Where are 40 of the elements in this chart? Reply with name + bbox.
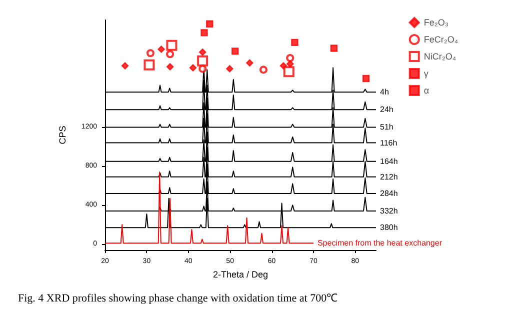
point <box>198 48 206 56</box>
legend-label: γ <box>424 68 429 78</box>
point <box>200 29 208 36</box>
series-label: 164h <box>380 156 398 166</box>
legend-label: FeCr₂O₄ <box>424 34 458 44</box>
legend-label: Fe₂O₃ <box>424 18 449 28</box>
legend-label: α <box>424 86 430 96</box>
point <box>226 65 234 72</box>
point <box>146 49 154 58</box>
legend-label: NiCr₂O₄ <box>424 52 456 62</box>
series-label: Specimen from the heat exchanger <box>317 238 442 248</box>
caption: Fig. 4 XRD profiles showing phase change with oxidation time at 700℃ <box>18 292 338 304</box>
point <box>291 38 298 46</box>
series-label: 380h <box>380 223 398 232</box>
series-label: 332h <box>380 206 398 216</box>
point <box>166 50 174 58</box>
series-label: 24h <box>380 105 394 114</box>
point <box>362 74 370 82</box>
y-axis-title: CPS <box>58 126 68 144</box>
point <box>197 55 208 66</box>
point <box>283 66 294 78</box>
series-label: 4h <box>380 88 389 97</box>
point <box>231 48 239 55</box>
x-axis-title: 2-Theta / Deg <box>212 269 268 280</box>
point <box>206 20 214 28</box>
point <box>330 44 338 52</box>
series-label: 116h <box>380 138 398 148</box>
point <box>158 46 165 53</box>
point <box>189 64 197 72</box>
point <box>286 54 294 62</box>
point <box>144 59 155 70</box>
point <box>259 66 268 74</box>
series-label: 51h <box>380 122 394 132</box>
series-label: 212h <box>380 172 398 182</box>
series-label: 284h <box>380 188 398 198</box>
point <box>166 63 174 70</box>
point <box>121 62 129 70</box>
line-series <box>104 172 314 244</box>
point <box>246 59 254 66</box>
point <box>166 40 178 51</box>
